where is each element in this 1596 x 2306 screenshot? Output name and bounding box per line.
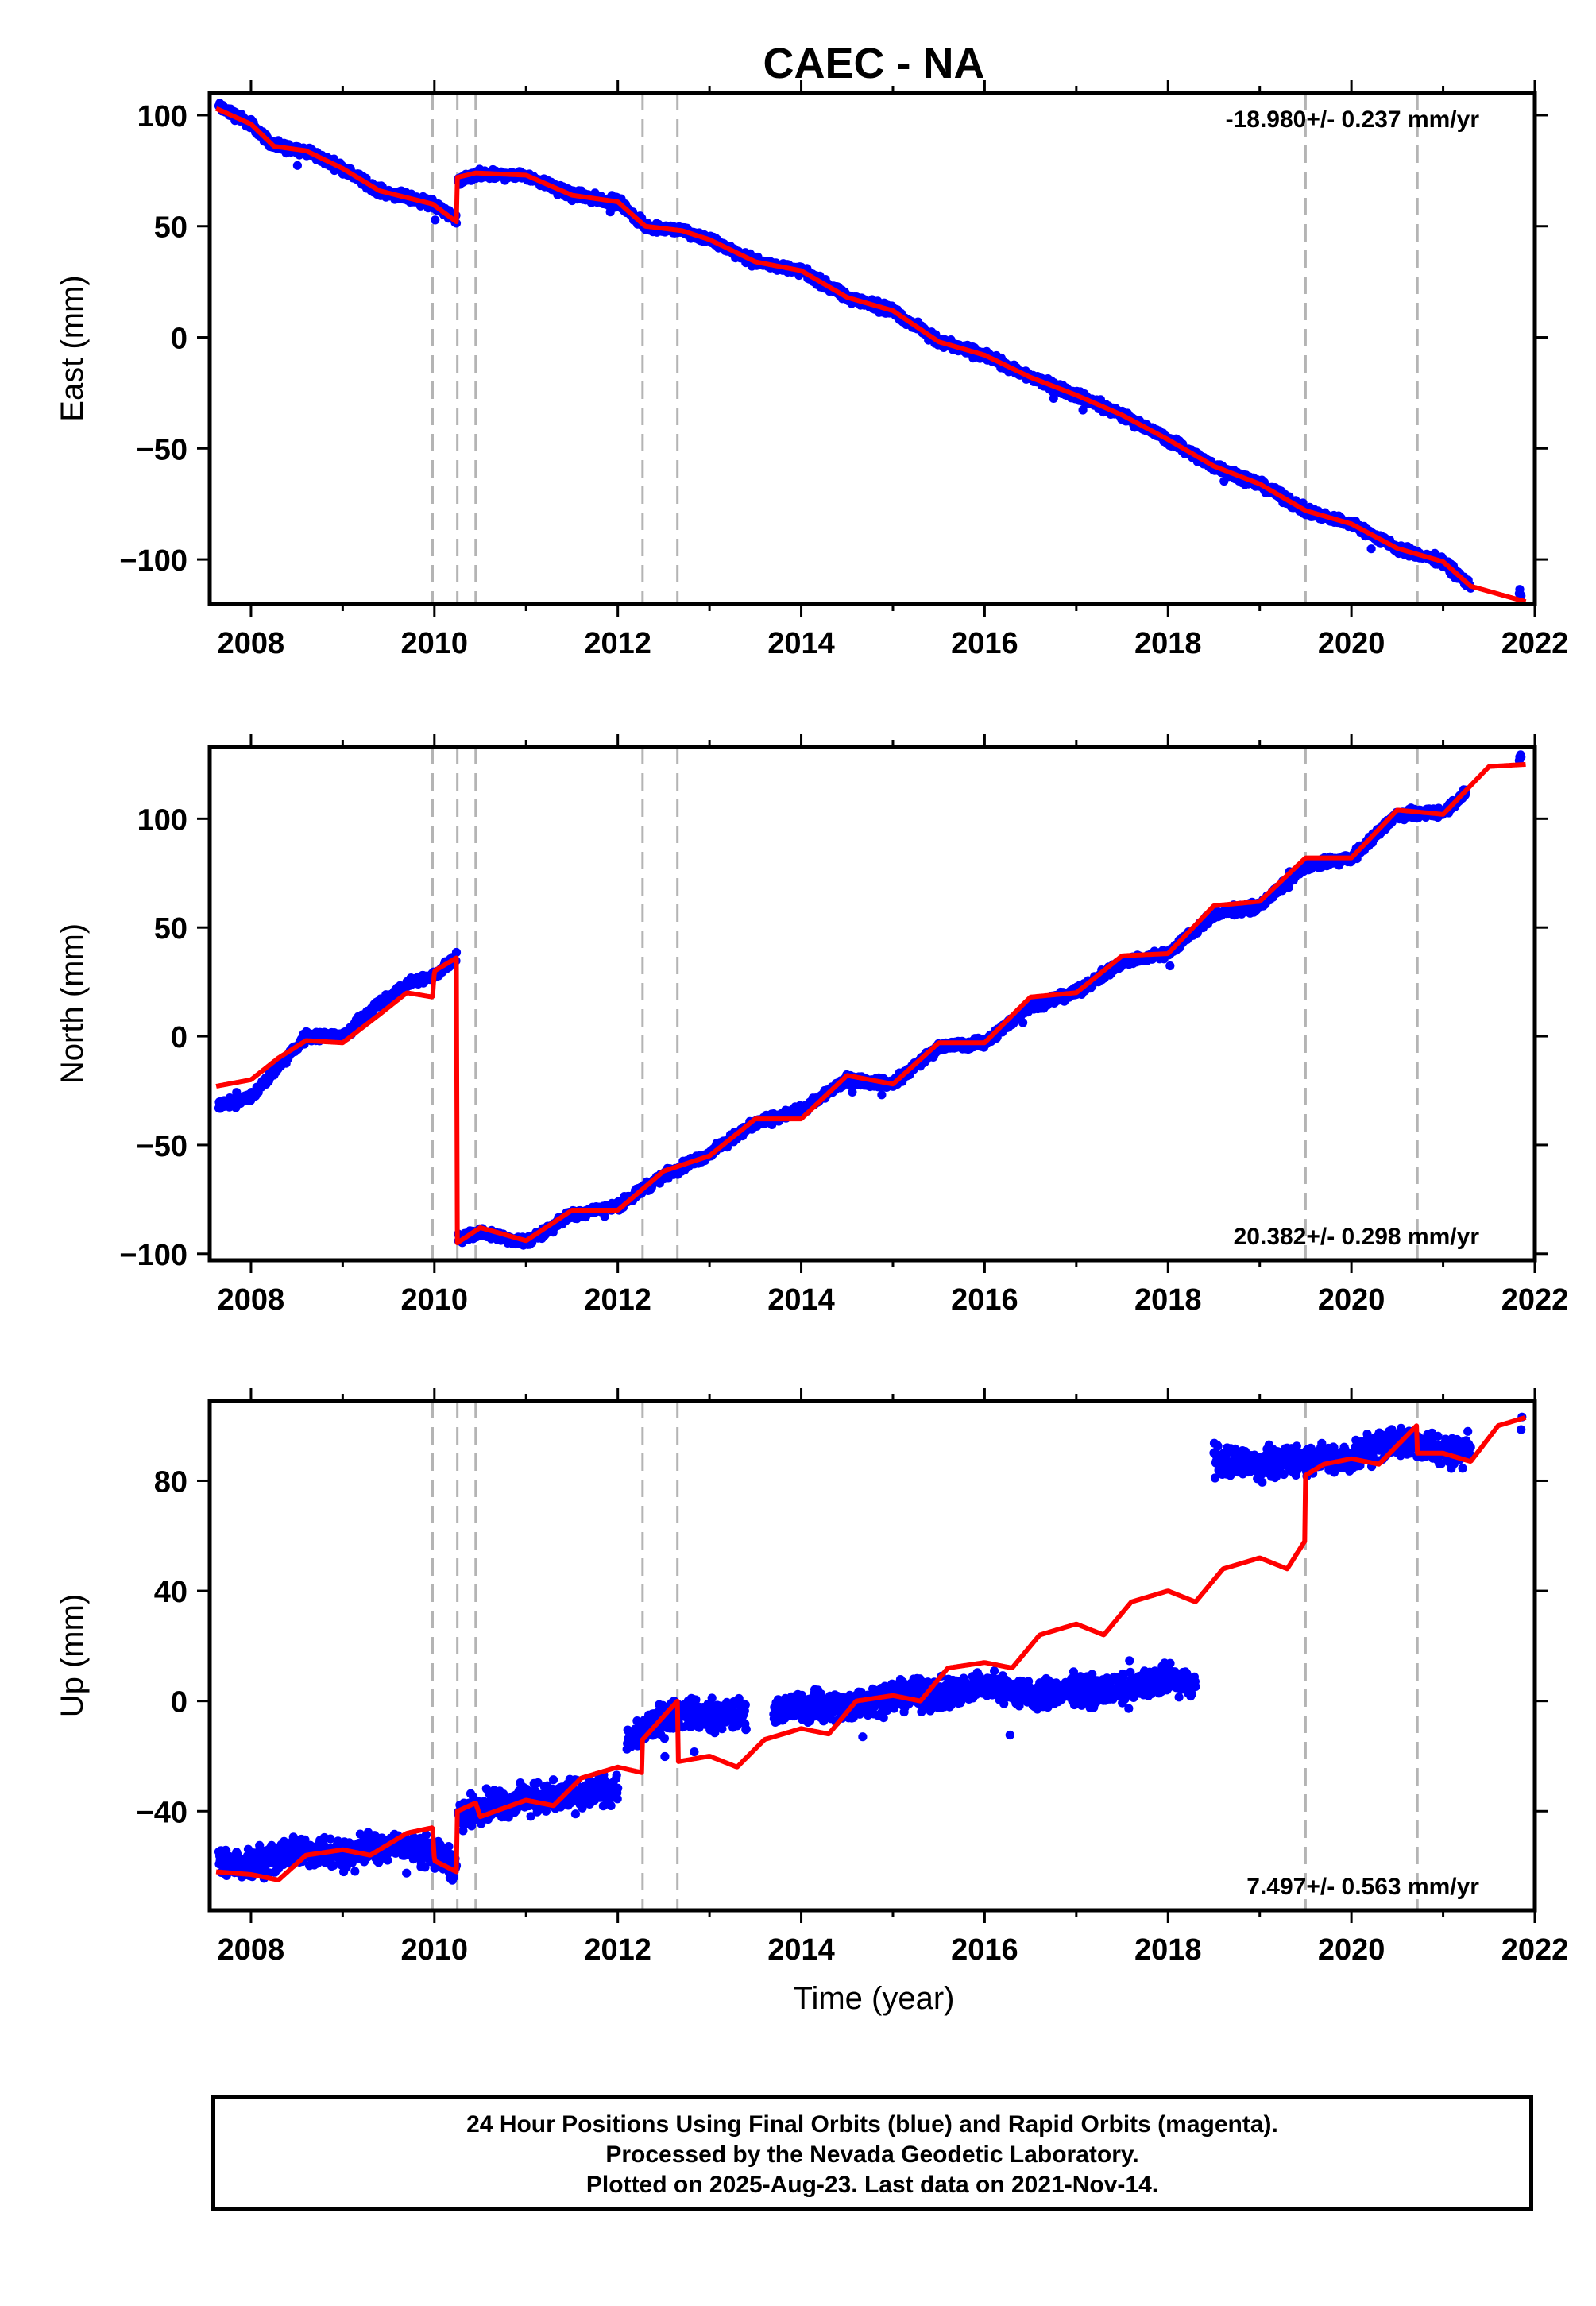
east-y-tick-label: −100 (119, 544, 187, 578)
gnss-time-series-figure: CAEC - NA 2008 2010 2012 2014 2016 2018 2020 20… (55, 40, 1568, 2016)
east-y-tick-label: −50 (137, 433, 187, 466)
panel-north: 2008 2010 2012 2014 2016 2018 2020 2022−100−500… (55, 734, 1568, 1317)
east-x-tick-label: 2014 (767, 627, 835, 660)
east-y-tick-label: 0 (171, 323, 187, 356)
north-point (451, 947, 462, 958)
east-model-curve (214, 106, 1528, 604)
east-x-tick-label: 2018 (1134, 627, 1202, 660)
east-point (431, 215, 440, 225)
east-x-tick-label: 2022 (1501, 627, 1569, 660)
east-x-tick-label: 2008 (218, 627, 285, 660)
north-point (848, 1087, 857, 1097)
east-y-tick-label: 50 (154, 211, 187, 245)
north-observations (214, 750, 1526, 1250)
east-point (292, 161, 302, 170)
panels: 2008 2010 2012 2014 2016 2018 2020 2022 −100 −50 0… (55, 80, 1568, 1967)
panel-east: 2008 2010 2012 2014 2016 2018 2020 2022 −100 −50 0… (55, 80, 1568, 660)
east-x-tick-label: 2010 (401, 627, 469, 660)
east-frame (207, 91, 1537, 606)
north-plot-area (214, 747, 1528, 1260)
east-y-axis-label: East (mm) (55, 275, 90, 421)
east-x-tick-label: 2012 (584, 627, 651, 660)
east-plot-area (214, 93, 1528, 604)
east-x-tick-label: 2020 (1318, 627, 1385, 660)
east-point (1366, 544, 1376, 554)
east-observations (214, 99, 1526, 601)
chart-title: CAEC - NA (763, 40, 985, 87)
east-rate-label: -18.980+/- 0.237 mm/yr (1226, 106, 1480, 133)
north-point (877, 1090, 887, 1100)
east-x-tick-label: 2016 (951, 627, 1018, 660)
east-y-tick-label: 100 (137, 100, 187, 133)
